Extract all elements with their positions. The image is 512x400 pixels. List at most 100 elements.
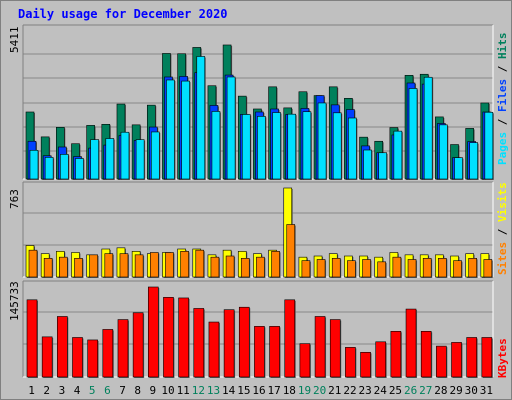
x-tick-label-5: 5	[89, 384, 96, 397]
bar-kbytes-23	[360, 351, 371, 378]
bar-pages-17	[272, 112, 281, 180]
bar-pages-13	[211, 111, 221, 180]
bar-kbytes-6	[102, 329, 114, 378]
bar-pages-22	[348, 117, 357, 180]
x-tick-label-6: 6	[104, 384, 111, 397]
x-tick-label-3: 3	[59, 384, 66, 397]
x-tick-label-31: 31	[480, 384, 493, 397]
bar-kbytes-2	[41, 336, 53, 378]
bar-pages-15	[241, 114, 251, 180]
bar-kbytes-25	[390, 330, 402, 378]
bar-sites-30	[468, 258, 477, 278]
bar-kbytes-26	[405, 308, 417, 378]
bar-sites-7	[119, 253, 129, 278]
bar-sites-9	[149, 252, 159, 278]
x-tick-label-21: 21	[328, 384, 341, 397]
bar-sites-20	[316, 259, 326, 278]
bar-kbytes-8	[132, 312, 144, 378]
x-tick-label-26: 26	[404, 384, 417, 397]
bar-pages-10	[166, 79, 175, 180]
x-tick-label-25: 25	[389, 384, 402, 397]
bar-pages-29	[454, 157, 463, 180]
bar-pages-5	[90, 139, 99, 180]
bar-sites-19	[301, 260, 311, 278]
bar-pages-23	[363, 149, 372, 180]
bar-pages-8	[135, 139, 145, 180]
bar-sites-23	[362, 259, 371, 278]
x-tick-label-14: 14	[222, 384, 236, 397]
bar-kbytes-18	[284, 299, 296, 378]
bar-sites-12	[195, 249, 205, 278]
bar-pages-24	[378, 152, 388, 180]
bar-sites-3	[59, 256, 68, 278]
bar-kbytes-1	[26, 299, 38, 378]
bar-kbytes-29	[451, 342, 462, 378]
bar-kbytes-31	[481, 337, 493, 378]
bar-pages-31	[484, 111, 494, 180]
bar-sites-25	[392, 256, 402, 278]
bar-pages-27	[423, 76, 433, 180]
bar-sites-27	[422, 258, 432, 278]
bar-pages-2	[44, 157, 54, 180]
bar-sites-2	[43, 258, 53, 278]
bar-sites-18	[286, 224, 296, 278]
bar-pages-11	[181, 80, 190, 180]
bar-kbytes-7	[117, 319, 129, 378]
x-tick-label-30: 30	[465, 384, 478, 397]
bar-sites-1	[28, 249, 38, 278]
x-tick-label-10: 10	[161, 384, 174, 397]
bar-pages-21	[332, 112, 342, 180]
bar-kbytes-9	[147, 286, 159, 378]
x-tick-label-13: 13	[207, 384, 220, 397]
bar-kbytes-15	[238, 306, 250, 378]
bar-sites-17	[271, 251, 280, 278]
x-tick-label-7: 7	[119, 384, 126, 397]
bar-kbytes-20	[314, 316, 326, 378]
bar-pages-25	[393, 130, 403, 180]
bar-sites-26	[407, 259, 417, 278]
x-tick-label-23: 23	[359, 384, 372, 397]
bar-kbytes-28	[436, 345, 447, 378]
bar-pages-7	[120, 131, 130, 180]
bar-sites-15	[240, 258, 250, 278]
bar-pages-28	[439, 124, 448, 180]
x-tick-label-20: 20	[313, 384, 326, 397]
bar-pages-18	[287, 113, 297, 180]
x-tick-label-16: 16	[252, 384, 265, 397]
bar-kbytes-24	[375, 341, 387, 378]
x-tick-label-29: 29	[449, 384, 462, 397]
bar-sites-29	[453, 260, 462, 278]
bar-pages-4	[75, 158, 84, 180]
x-tick-label-17: 17	[268, 384, 281, 397]
bar-pages-6	[105, 138, 115, 180]
bar-sites-22	[347, 260, 356, 278]
bar-sites-11	[180, 251, 189, 278]
x-tick-label-18: 18	[283, 384, 296, 397]
bar-kbytes-5	[87, 339, 98, 378]
bar-kbytes-10	[163, 297, 174, 378]
bar-sites-10	[165, 252, 174, 278]
x-tick-label-28: 28	[434, 384, 447, 397]
bar-pages-9	[150, 131, 160, 180]
bar-kbytes-12	[193, 308, 205, 378]
bar-pages-14	[226, 76, 236, 180]
x-tick-label-15: 15	[237, 384, 250, 397]
bar-sites-14	[225, 255, 235, 278]
bar-kbytes-30	[466, 337, 477, 378]
bar-pages-30	[469, 142, 478, 180]
bar-pages-12	[196, 56, 206, 180]
bar-kbytes-19	[299, 343, 311, 378]
bar-sites-5	[89, 254, 98, 278]
x-tick-label-8: 8	[134, 384, 141, 397]
bar-sites-8	[134, 254, 144, 278]
x-tick-label-11: 11	[177, 384, 190, 397]
x-tick-label-19: 19	[298, 384, 311, 397]
bar-pages-3	[60, 154, 69, 180]
bar-kbytes-27	[420, 330, 432, 378]
x-tick-label-9: 9	[150, 384, 157, 397]
x-tick-label-24: 24	[374, 384, 388, 397]
bar-sites-21	[331, 258, 341, 278]
bar-pages-16	[257, 116, 266, 180]
